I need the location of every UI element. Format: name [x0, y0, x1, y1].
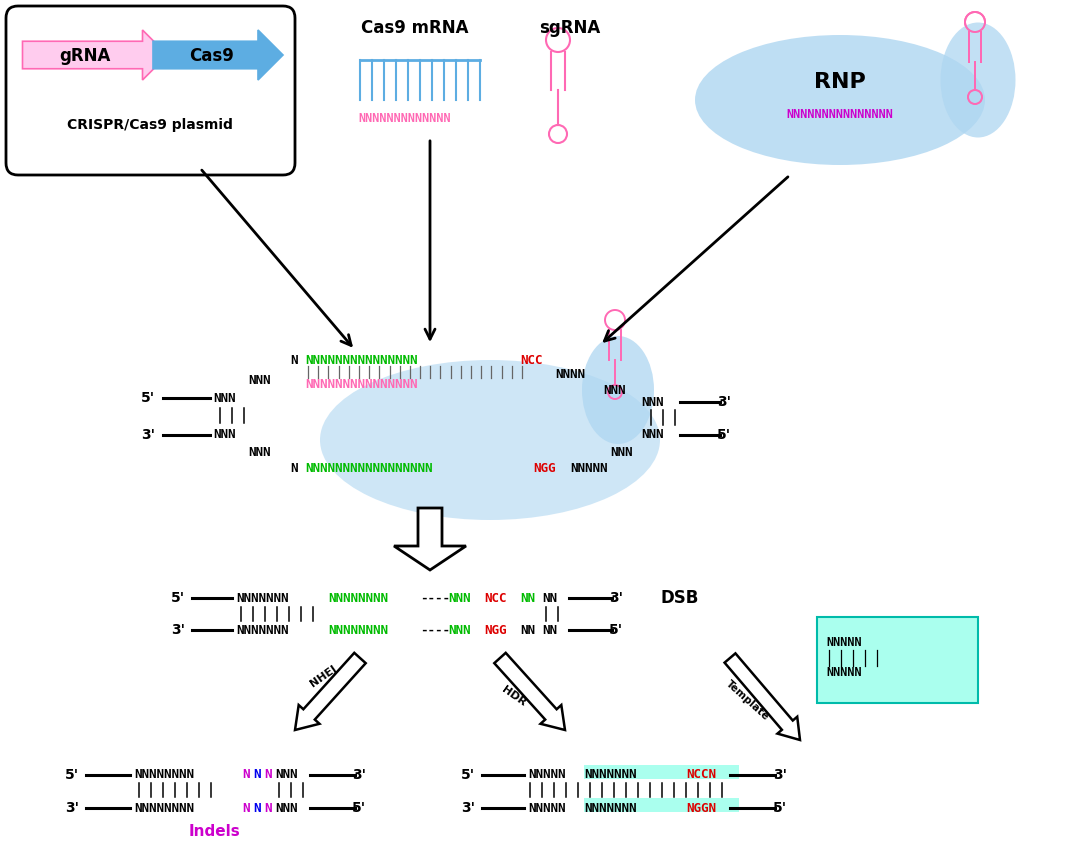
Polygon shape	[724, 653, 800, 740]
Text: gRNA: gRNA	[60, 47, 111, 65]
Text: 5': 5'	[65, 768, 79, 782]
Text: NNN: NNN	[248, 374, 270, 387]
Text: NNNNNNNN: NNNNNNNN	[134, 802, 194, 814]
Text: NNN: NNN	[447, 592, 471, 604]
Text: NNNNNNNNNNNNN: NNNNNNNNNNNNN	[358, 111, 451, 125]
Text: NHEJ: NHEJ	[308, 663, 339, 689]
Text: NNNNNNNNNNNNNNN: NNNNNNNNNNNNNNN	[786, 109, 894, 122]
Text: ----: ----	[420, 624, 450, 636]
Text: 3': 3'	[609, 591, 623, 605]
Text: N: N	[264, 802, 271, 814]
Ellipse shape	[941, 23, 1016, 138]
FancyBboxPatch shape	[584, 798, 739, 812]
FancyBboxPatch shape	[817, 617, 978, 703]
Text: Cas9 mRNA: Cas9 mRNA	[361, 19, 469, 37]
Text: NN: NN	[541, 624, 557, 636]
Text: NNN: NNN	[603, 385, 626, 398]
Polygon shape	[153, 30, 283, 80]
Polygon shape	[295, 653, 365, 730]
Text: ----: ----	[420, 592, 450, 604]
Text: NNNNN: NNNNN	[570, 462, 608, 474]
FancyBboxPatch shape	[584, 765, 739, 779]
Text: NN: NN	[520, 624, 535, 636]
Text: NCC: NCC	[520, 354, 543, 366]
Polygon shape	[494, 653, 565, 730]
Text: RNP: RNP	[814, 72, 866, 92]
Text: N: N	[242, 802, 250, 814]
Text: 5': 5'	[141, 391, 155, 405]
Text: Cas9: Cas9	[189, 47, 235, 65]
Text: NNNNNNNN: NNNNNNNN	[328, 624, 388, 636]
Text: NNNNNNNNNNNNNNNNN: NNNNNNNNNNNNNNNNN	[305, 462, 433, 474]
Text: N: N	[242, 769, 250, 782]
Text: 3': 3'	[461, 801, 475, 815]
Ellipse shape	[695, 35, 985, 165]
Text: NNNNNNNNNNNNNNN: NNNNNNNNNNNNNNN	[305, 354, 418, 366]
Text: NNN: NNN	[248, 446, 270, 458]
Text: NNN: NNN	[641, 429, 663, 441]
Text: NNN: NNN	[274, 769, 298, 782]
Text: NNNNN: NNNNN	[528, 769, 565, 782]
Text: NNN: NNN	[213, 392, 236, 404]
Text: NNN: NNN	[447, 624, 471, 636]
Text: 3': 3'	[171, 623, 185, 637]
Ellipse shape	[582, 336, 654, 444]
Text: NNNN: NNNN	[555, 367, 585, 381]
Text: CRISPR/Cas9 plasmid: CRISPR/Cas9 plasmid	[67, 118, 233, 132]
Text: NN: NN	[541, 592, 557, 604]
Text: N: N	[253, 802, 261, 814]
Text: NNNNNNN: NNNNNNN	[584, 769, 637, 782]
Text: NGG: NGG	[533, 462, 555, 474]
Text: 3': 3'	[352, 768, 366, 782]
Text: NNN: NNN	[213, 429, 236, 441]
Text: NNN: NNN	[641, 396, 663, 408]
Text: 5': 5'	[171, 591, 185, 605]
Polygon shape	[22, 30, 168, 80]
Text: N: N	[290, 462, 298, 474]
Text: 3': 3'	[65, 801, 79, 815]
Text: 3': 3'	[773, 768, 787, 782]
Text: 3': 3'	[141, 428, 155, 442]
Text: NNNNN: NNNNN	[826, 636, 862, 650]
Text: 5': 5'	[461, 768, 475, 782]
FancyBboxPatch shape	[6, 6, 295, 175]
Text: NNNNN: NNNNN	[528, 802, 565, 814]
Text: NNNNN: NNNNN	[826, 667, 862, 679]
Text: 5': 5'	[609, 623, 623, 637]
Text: NNN: NNN	[274, 802, 298, 814]
Text: 3': 3'	[717, 395, 731, 409]
Text: NNNNNNN: NNNNNNN	[584, 802, 637, 814]
Text: 5': 5'	[717, 428, 732, 442]
Text: DSB: DSB	[660, 589, 698, 607]
Text: NNNNNNNN: NNNNNNNN	[328, 592, 388, 604]
Text: NNNNNNNN: NNNNNNNN	[134, 769, 194, 782]
Text: NGGN: NGGN	[686, 802, 716, 814]
Text: sgRNA: sgRNA	[539, 19, 600, 37]
Text: NNN: NNN	[610, 446, 632, 458]
Text: N: N	[290, 354, 298, 366]
Ellipse shape	[320, 360, 660, 520]
Text: NN: NN	[520, 592, 535, 604]
Text: Template: Template	[724, 679, 771, 722]
Text: Indels: Indels	[189, 825, 241, 840]
Text: NGG: NGG	[484, 624, 506, 636]
Polygon shape	[394, 508, 466, 570]
Text: NCCN: NCCN	[686, 769, 716, 782]
Text: N: N	[253, 769, 261, 782]
Text: NCC: NCC	[484, 592, 506, 604]
Text: NNNNNNN: NNNNNNN	[236, 592, 288, 604]
Text: HDR: HDR	[500, 684, 528, 708]
Text: 5': 5'	[352, 801, 366, 815]
Text: 5': 5'	[773, 801, 787, 815]
Text: N: N	[264, 769, 271, 782]
Text: NNNNNNNNNNNNNNN: NNNNNNNNNNNNNNN	[305, 377, 418, 391]
Text: NNNNNNN: NNNNNNN	[236, 624, 288, 636]
